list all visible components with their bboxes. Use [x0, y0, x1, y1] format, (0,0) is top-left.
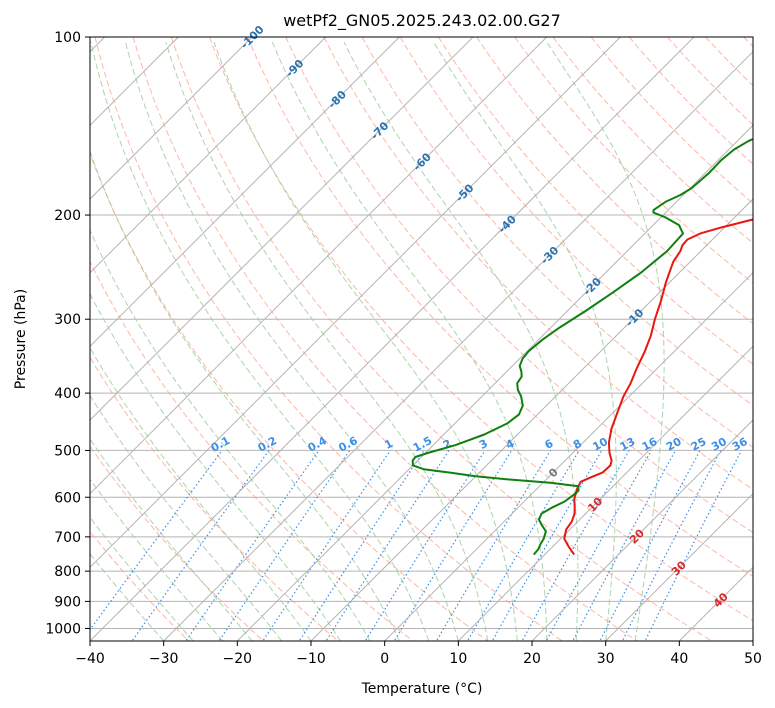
moist-adiabat	[90, 516, 194, 641]
moist-adiabat	[90, 346, 312, 641]
y-axis-label: Pressure (hPa)	[13, 289, 29, 389]
dry-adiabat	[90, 260, 414, 641]
moist-adiabat	[90, 229, 371, 641]
dry-adiabat	[628, 37, 753, 165]
dry-adiabat	[247, 37, 753, 577]
dry-adiabat	[94, 37, 563, 641]
mixing-ratio-label: 36	[730, 435, 750, 454]
mixing-ratio-line	[435, 450, 552, 641]
moist-adiabat	[343, 41, 579, 641]
y-axis-ticks: 100 200 300 400 500 600 700 800 900 1000	[45, 30, 90, 637]
dry-adiabat	[437, 37, 753, 365]
x-tick-label: −20	[223, 651, 253, 667]
mixing-ratio-label: 16	[640, 435, 660, 454]
dry-adiabat	[361, 37, 753, 448]
x-axis-ticks: −40 −30 −20 −10 0 10 20 30 40 50	[75, 641, 762, 667]
mixing-ratio-label: 13	[618, 435, 638, 454]
y-tick-label: 300	[54, 312, 81, 328]
mixing-ratio-label: 20	[664, 435, 684, 454]
x-tick-label: 30	[597, 651, 615, 667]
moist-adiabat	[90, 149, 400, 641]
x-tick-label: −40	[75, 651, 105, 667]
plot-frame	[89, 36, 754, 642]
y-tick-label: 100	[54, 30, 81, 46]
x-axis-label: Temperature (°C)	[361, 681, 483, 697]
mixing-ratio-label: 30	[709, 435, 729, 454]
moist-adiabat	[433, 41, 617, 641]
mixing-ratio-line	[621, 450, 722, 641]
mixing-ratio-line	[393, 450, 513, 641]
x-tick-label: 50	[744, 651, 762, 667]
isotherm-line	[90, 37, 327, 274]
isotherm-line	[163, 50, 753, 641]
mixing-ratio-line	[466, 450, 580, 641]
y-tick-label: 200	[54, 208, 81, 224]
y-tick-label: 600	[54, 490, 81, 506]
isotherm-line	[90, 37, 695, 641]
mixing-ratio-line	[572, 450, 677, 641]
y-tick-label: 400	[54, 386, 81, 402]
dry-adiabat	[90, 445, 264, 641]
mixing-ratio-label: 10	[590, 435, 610, 454]
moist-adiabat	[90, 292, 341, 641]
temperature-line	[563, 218, 753, 556]
isotherm-line	[605, 492, 753, 641]
x-tick-label: 10	[449, 651, 467, 667]
isotherm-line	[531, 419, 753, 641]
x-tick-label: 20	[523, 651, 541, 667]
chart-title: wetPf2_GN05.2025.243.02.00.G27	[283, 11, 561, 31]
dewpoint-line	[411, 137, 753, 556]
profile-lines	[411, 137, 753, 556]
isotherm-line	[90, 37, 621, 569]
mixing-ratio-line	[364, 450, 486, 641]
dry-adiabat	[476, 37, 753, 325]
moist-adiabat	[90, 553, 165, 641]
moist-adiabat	[546, 41, 665, 641]
dry-adiabat	[399, 37, 753, 407]
moist-adiabat	[271, 41, 548, 641]
moist-adiabat	[90, 41, 430, 641]
isotherm-line	[236, 124, 753, 641]
mixing-ratio-line	[298, 450, 425, 641]
mixing-ratio-line	[599, 450, 701, 641]
isotherm-line	[90, 37, 548, 495]
isotherm-line	[310, 198, 753, 641]
y-tick-label: 800	[54, 564, 81, 580]
x-tick-label: 0	[380, 651, 389, 667]
mixing-ratio-line	[545, 450, 652, 641]
isotherm-line	[457, 345, 753, 641]
x-tick-label: 40	[670, 651, 688, 667]
moist-adiabat	[90, 394, 282, 641]
x-tick-label: −30	[149, 651, 179, 667]
moist-adiabat	[90, 478, 223, 641]
mixing-ratio-line	[218, 450, 351, 641]
y-tick-label: 700	[54, 530, 81, 546]
background-lines	[90, 37, 753, 641]
isotherm-line	[384, 271, 753, 641]
moist-adiabat	[165, 41, 489, 641]
isotherm-line	[90, 37, 474, 421]
dry-adiabat	[590, 37, 753, 205]
y-tick-label: 500	[54, 443, 81, 459]
y-tick-label: 900	[54, 594, 81, 610]
moist-adiabat	[90, 438, 253, 641]
mixing-ratio-line	[325, 450, 450, 641]
y-tick-label: 1000	[45, 621, 81, 637]
moist-adiabat	[125, 41, 459, 641]
mixing-ratio-line	[90, 450, 223, 631]
dry-adiabat	[514, 37, 753, 284]
isotherm-line	[90, 37, 253, 200]
mixing-ratio-line	[262, 450, 391, 641]
mixing-ratio-line	[131, 450, 270, 641]
mixing-ratio-line	[185, 450, 320, 641]
isotherm-line	[90, 37, 400, 348]
moist-adiabat	[213, 41, 518, 641]
mixing-ratio-label: 25	[689, 435, 709, 454]
dry-adiabat	[132, 37, 638, 641]
x-tick-label: −10	[296, 651, 326, 667]
